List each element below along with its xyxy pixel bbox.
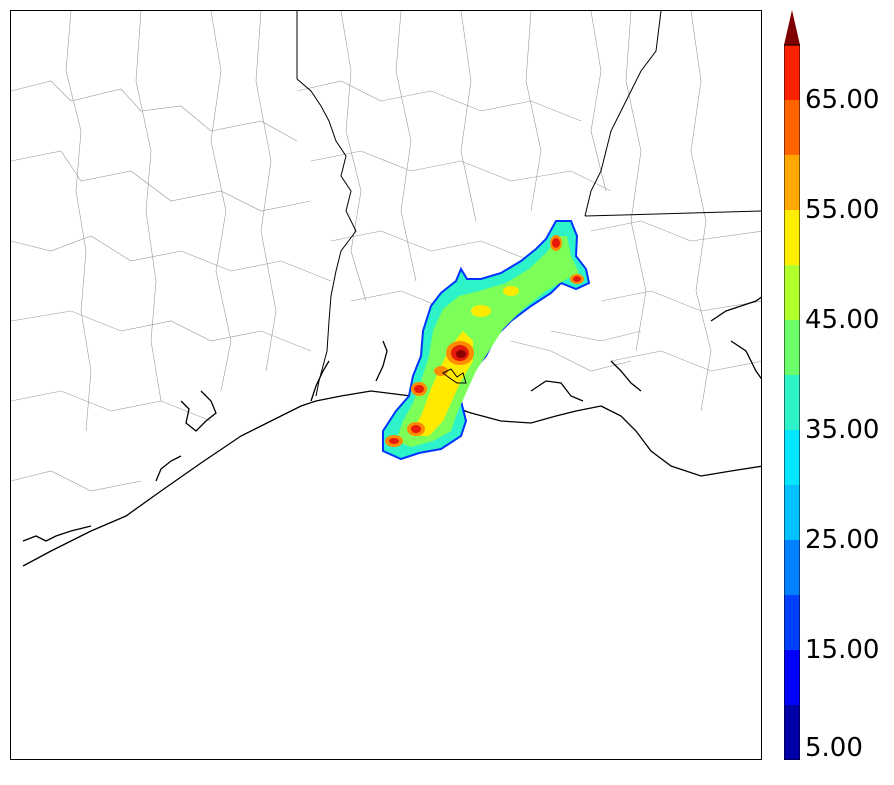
colorbar-segment <box>784 705 800 760</box>
colorbar-segment <box>784 485 800 540</box>
colorbar-segment <box>784 320 800 375</box>
state-boundaries <box>296 11 761 412</box>
colorbar-segment <box>784 650 800 705</box>
colorbar-tick-label: 25.00 <box>805 525 880 555</box>
colorbar-border <box>784 44 800 760</box>
coastline <box>22 296 761 567</box>
map-canvas <box>11 11 761 567</box>
colorbar-tick-label: 15.00 <box>805 635 880 665</box>
colorbar-segment <box>784 540 800 595</box>
colorbar-segment <box>784 100 800 155</box>
colorbar <box>784 10 800 760</box>
colorbar-tick-label: 35.00 <box>805 415 880 445</box>
field-overlay <box>382 220 591 461</box>
colorbar-segment <box>784 430 800 485</box>
colorbar-segment <box>784 210 800 265</box>
colorbar-segment <box>784 595 800 650</box>
colorbar-tick-label: 65.00 <box>805 85 880 115</box>
colorbar-extend-arrow <box>784 10 800 45</box>
colorbar-segment <box>784 45 800 100</box>
colorbar-segment <box>784 155 800 210</box>
colorbar-tick-label: 55.00 <box>805 195 880 225</box>
colorbar-tick-label: 5.00 <box>805 733 863 763</box>
colorbar-segments <box>784 45 800 760</box>
map-panel <box>10 10 762 760</box>
colorbar-segment <box>784 375 800 430</box>
colorbar-segment <box>784 265 800 320</box>
colorbar-tick-label: 45.00 <box>805 305 880 335</box>
county-boundaries <box>11 11 761 492</box>
